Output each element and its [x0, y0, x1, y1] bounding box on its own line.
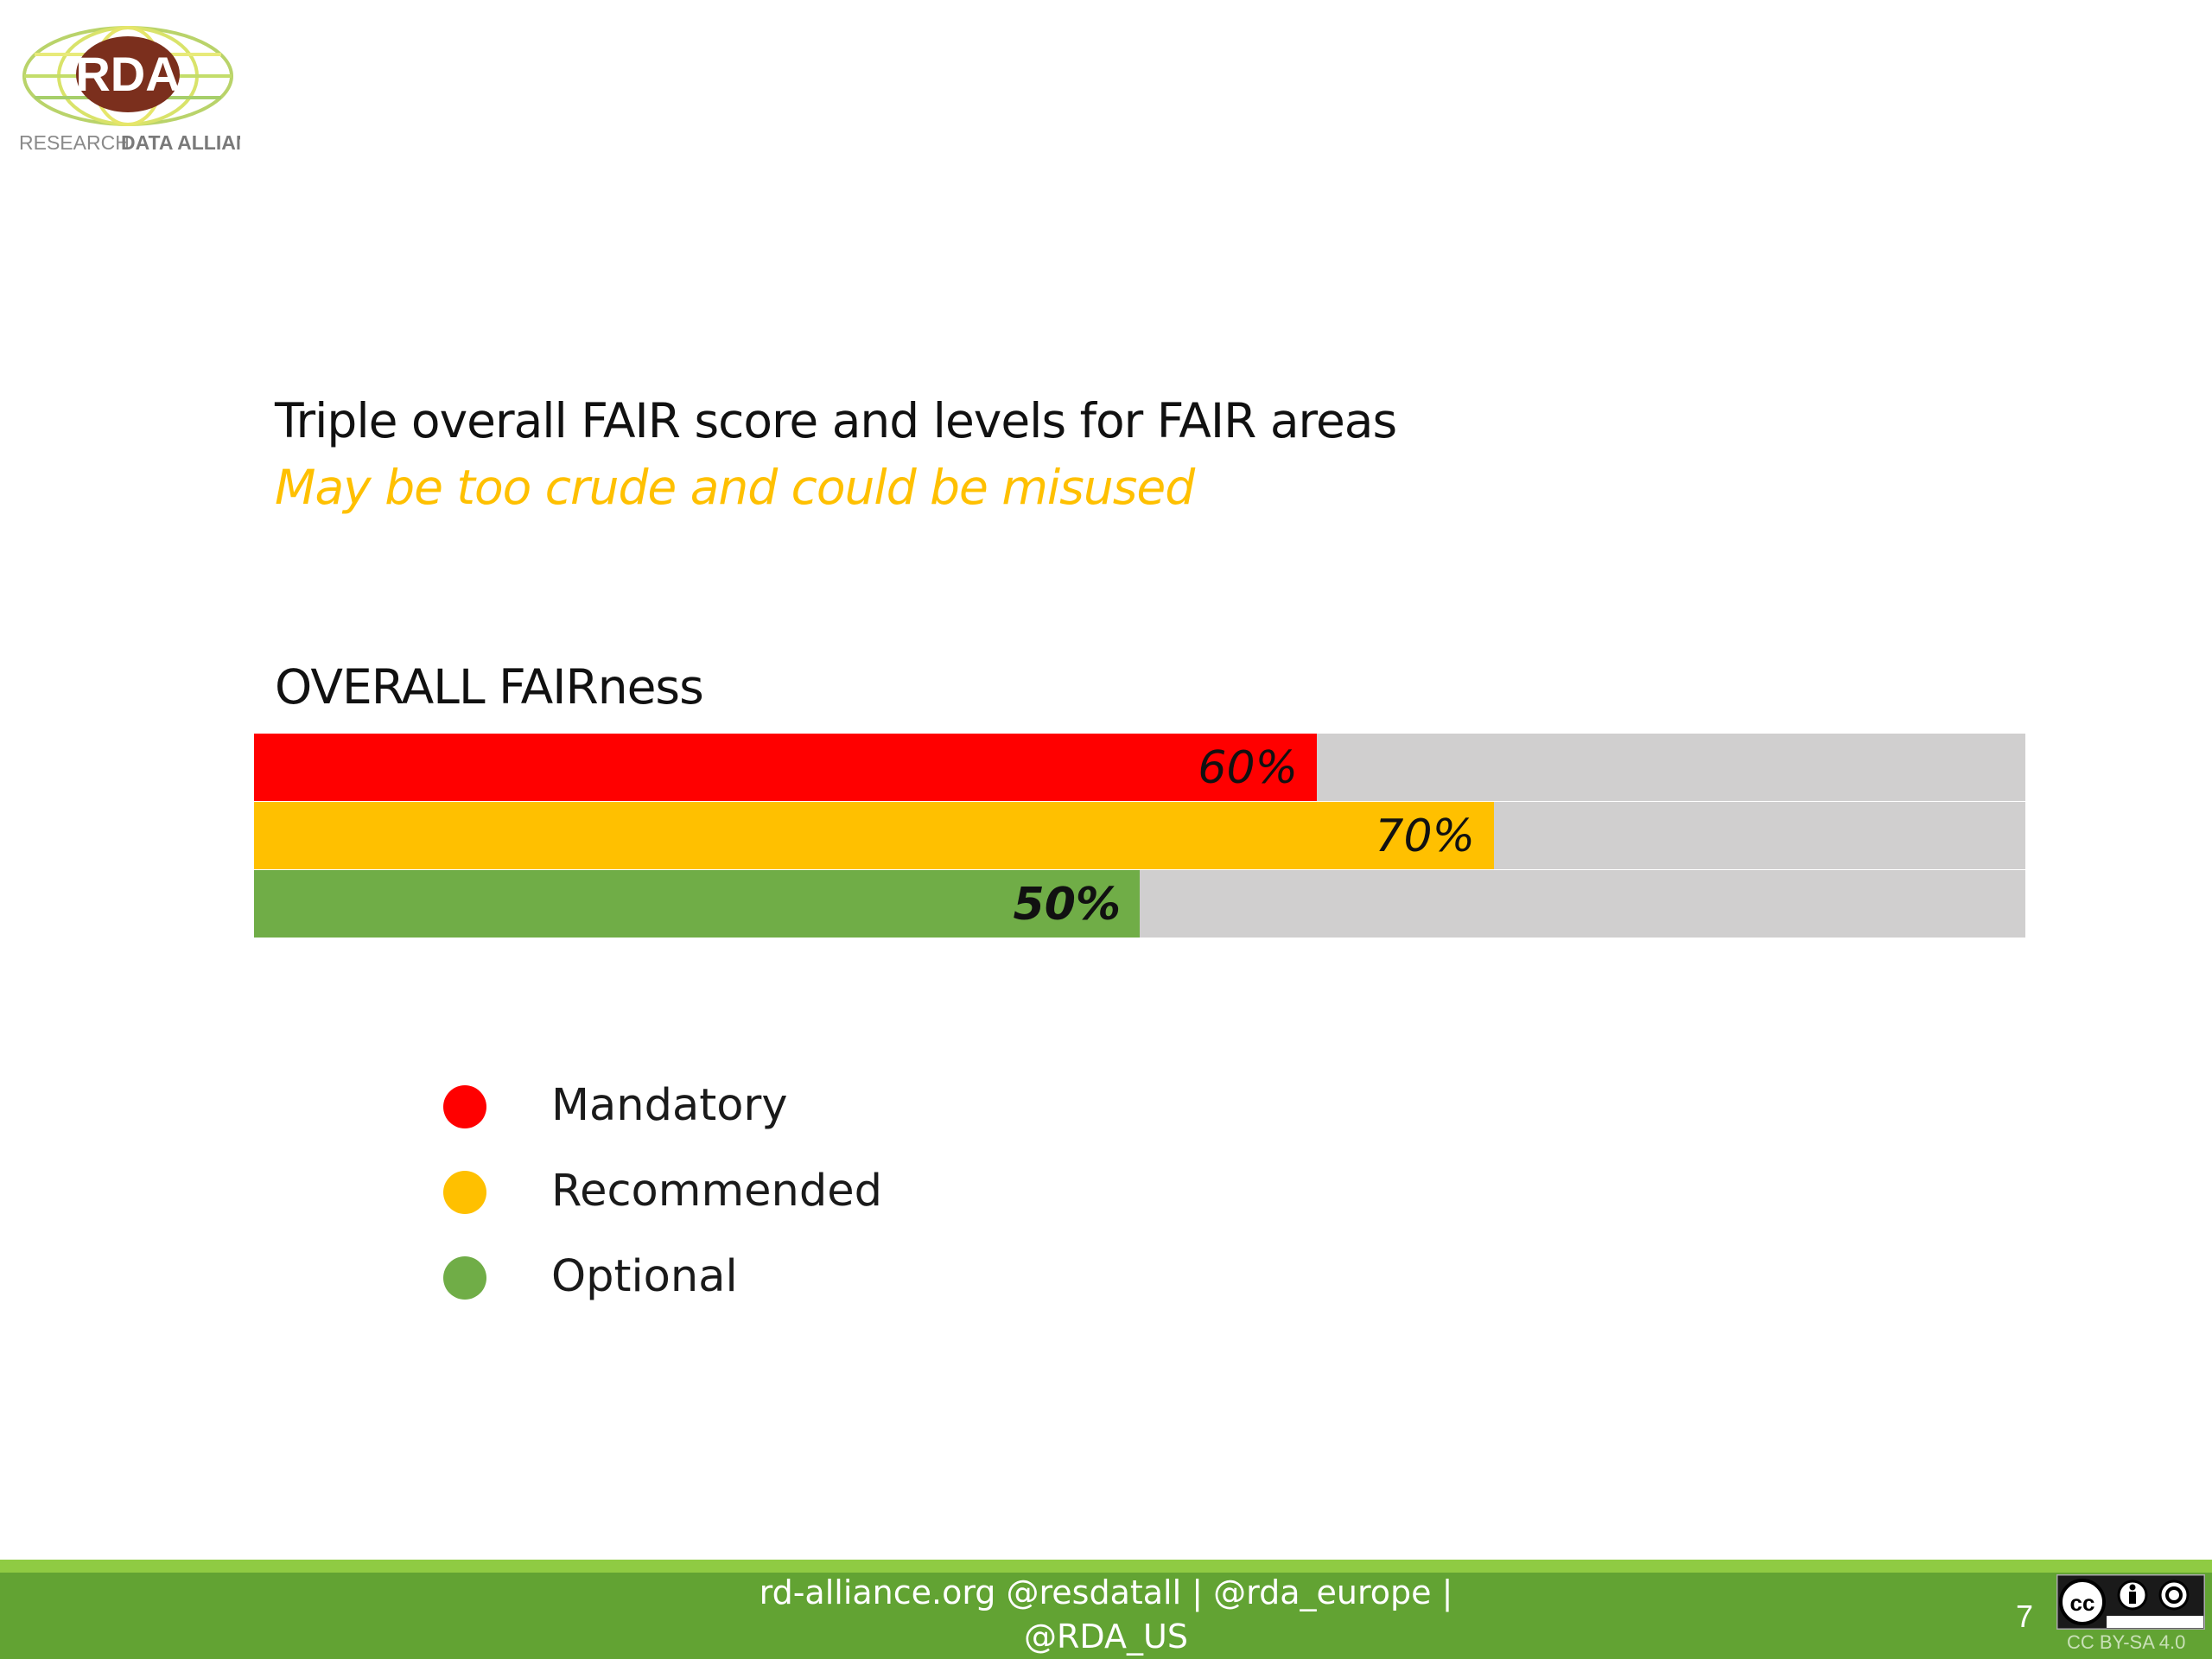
logo-subtitle-light: RESEARCH	[19, 131, 130, 154]
bar-label-mandatory: 60%	[1198, 742, 1298, 794]
page-number: 7	[2016, 1599, 2034, 1634]
footer-links-line2: @RDA_US	[1024, 1618, 1188, 1656]
legend-label-mandatory: Mandatory	[551, 1080, 788, 1131]
rda-logo: RDA RESEARCH DATA ALLIANCE	[19, 26, 240, 154]
legend-dot-optional	[443, 1256, 486, 1300]
slide-subheading: May be too crude and could be misused	[275, 460, 1195, 515]
bar-mandatory	[254, 734, 1317, 801]
overall-fairness-chart: 60% 70% 50%	[254, 734, 2025, 938]
chart-title: OVERALL FAIRness	[275, 659, 704, 715]
logo-badge	[76, 36, 180, 112]
logo-subtitle-bold: DATA ALLIANCE	[121, 131, 240, 154]
legend-dot-recommended	[443, 1171, 486, 1214]
legend-label-recommended: Recommended	[551, 1166, 882, 1217]
svg-text:cc: cc	[2070, 1590, 2095, 1616]
by-icon	[2117, 1580, 2148, 1611]
slide-heading: Triple overall FAIR score and levels for…	[275, 393, 1397, 448]
bar-label-optional: 50%	[1014, 879, 1121, 931]
footer-stripe	[0, 1560, 2212, 1573]
footer-links-line1: rd-alliance.org @resdatall | @rda_europe…	[759, 1573, 1453, 1611]
footer-bar	[0, 1573, 2212, 1659]
logo-text: RDA	[75, 47, 180, 101]
legend-dot-mandatory	[443, 1085, 486, 1128]
cc-icon: cc	[2059, 1579, 2106, 1625]
license-caption: CC BY-SA 4.0	[2067, 1631, 2186, 1653]
sa-icon	[2158, 1580, 2190, 1611]
bar-recommended	[254, 802, 1494, 869]
cc-license-badge: cc	[2056, 1574, 2205, 1630]
legend-label-optional: Optional	[551, 1251, 738, 1302]
bar-label-recommended: 70%	[1375, 810, 1475, 862]
bar-optional	[254, 870, 1140, 938]
